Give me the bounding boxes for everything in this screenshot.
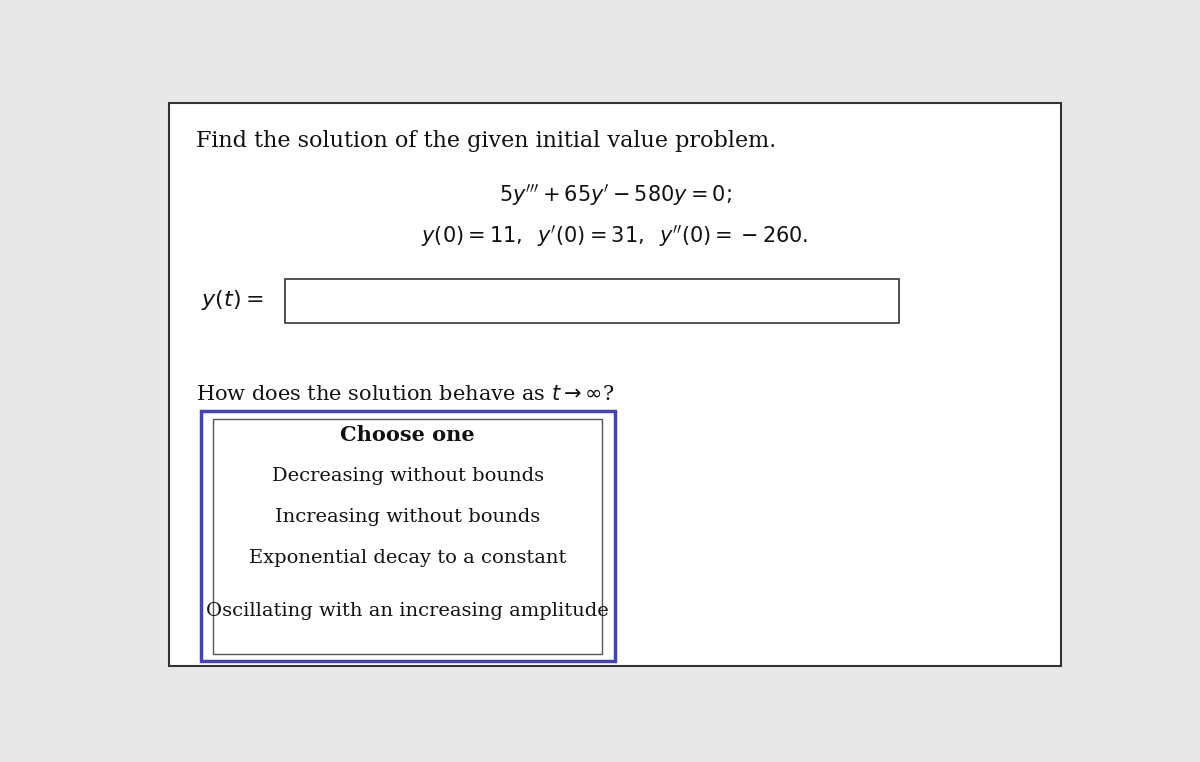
Text: Decreasing without bounds: Decreasing without bounds [271, 467, 544, 485]
Text: $5y''' + 65y' - 580y = 0;$: $5y''' + 65y' - 580y = 0;$ [499, 182, 731, 208]
Text: Choose one: Choose one [341, 424, 475, 445]
Text: $y(0) = 11, \;\; y'(0) = 31, \;\; y''(0) = -260.$: $y(0) = 11, \;\; y'(0) = 31, \;\; y''(0)… [421, 223, 809, 249]
FancyBboxPatch shape [202, 411, 616, 661]
FancyBboxPatch shape [284, 279, 899, 323]
FancyBboxPatch shape [214, 419, 602, 654]
Text: How does the solution behave as $t \to \infty$?: How does the solution behave as $t \to \… [197, 385, 614, 404]
Text: $y(t) =$: $y(t) =$ [202, 288, 264, 312]
Text: Oscillating with an increasing amplitude: Oscillating with an increasing amplitude [206, 602, 608, 620]
Text: Exponential decay to a constant: Exponential decay to a constant [248, 549, 566, 567]
FancyBboxPatch shape [168, 103, 1062, 667]
Text: Find the solution of the given initial value problem.: Find the solution of the given initial v… [197, 130, 776, 152]
Text: Increasing without bounds: Increasing without bounds [275, 508, 540, 526]
